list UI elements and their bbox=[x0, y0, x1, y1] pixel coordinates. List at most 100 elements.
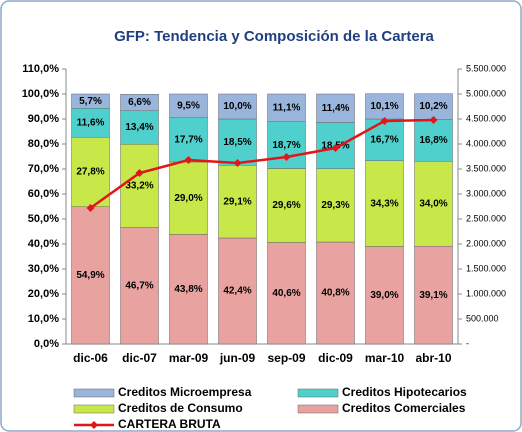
bar-segment bbox=[218, 165, 257, 239]
bar-segment bbox=[169, 234, 208, 345]
data-label: 34,0% bbox=[419, 198, 447, 209]
data-label: 39,1% bbox=[419, 290, 447, 301]
data-label: 29,0% bbox=[174, 193, 202, 204]
bar-segment bbox=[169, 161, 208, 235]
data-label: 46,7% bbox=[125, 280, 153, 291]
line-marker bbox=[380, 117, 389, 125]
y2-tick-label: 3.500.000 bbox=[466, 163, 506, 173]
y-tick-label: 90,0% bbox=[28, 113, 59, 125]
data-label: 18,7% bbox=[272, 140, 300, 151]
data-label: 10,2% bbox=[419, 101, 447, 112]
bar-segment bbox=[267, 168, 306, 243]
bar-segment bbox=[120, 227, 159, 345]
bar-segment bbox=[414, 93, 453, 120]
data-label: 11,4% bbox=[322, 103, 350, 114]
line-marker bbox=[282, 153, 291, 161]
data-label: 34,3% bbox=[370, 198, 398, 209]
y2-tick-label: 4.500.000 bbox=[466, 113, 506, 123]
legend-label: Creditos Microempresa bbox=[118, 385, 252, 399]
y-tick-label: 110,0% bbox=[22, 63, 59, 75]
y2-tick-label: - bbox=[466, 338, 469, 348]
x-tick-label: dic-07 bbox=[122, 351, 157, 365]
data-label: 6,6% bbox=[128, 97, 151, 108]
x-tick-label: mar-09 bbox=[169, 351, 209, 365]
bar-segment bbox=[414, 246, 453, 345]
bar-segment bbox=[120, 110, 159, 145]
y2-tick-label: 1.500.000 bbox=[466, 263, 506, 273]
bar-segment bbox=[218, 93, 257, 120]
legend-swatch bbox=[297, 404, 339, 414]
x-tick-label: mar-10 bbox=[365, 351, 405, 365]
data-label: 16,8% bbox=[419, 135, 447, 146]
line bbox=[89, 118, 434, 210]
y-tick-label: 100,0% bbox=[22, 88, 60, 100]
bar-segment bbox=[169, 117, 208, 163]
x-tick-label: dic-06 bbox=[73, 351, 108, 365]
bar-segment bbox=[316, 93, 355, 123]
data-label: 27,8% bbox=[76, 167, 104, 178]
bar-segment bbox=[120, 144, 159, 228]
data-label: 10,0% bbox=[223, 101, 251, 112]
y2-tick-label: 2.000.000 bbox=[466, 238, 506, 248]
line-marker bbox=[184, 156, 193, 164]
bar-segment bbox=[120, 94, 159, 111]
y2-tick-label: 1.000.000 bbox=[466, 288, 506, 298]
legend-label: Creditos de Consumo bbox=[118, 401, 243, 415]
data-label: 29,3% bbox=[321, 200, 349, 211]
x-tick-label: dic-09 bbox=[318, 351, 353, 365]
y-tick-label: 20,0% bbox=[28, 288, 59, 300]
data-label: 43,8% bbox=[174, 284, 202, 295]
bar-segment bbox=[365, 118, 404, 161]
y-tick-label: 80,0% bbox=[28, 138, 59, 150]
data-label: 5,7% bbox=[79, 96, 102, 107]
bar-segment bbox=[218, 118, 257, 166]
y-tick-label: 30,0% bbox=[28, 263, 59, 275]
line-marker bbox=[86, 204, 95, 212]
y-tick-label: 70,0% bbox=[28, 163, 59, 175]
data-label: 40,6% bbox=[272, 288, 300, 299]
y-tick-label: 50,0% bbox=[28, 213, 59, 225]
y2-tick-label: 5.000.000 bbox=[466, 88, 506, 98]
y-tick-label: 10,0% bbox=[28, 313, 59, 325]
legend-swatch bbox=[73, 388, 115, 398]
y-tick-label: 0,0% bbox=[34, 338, 59, 350]
data-label: 18,5% bbox=[223, 137, 251, 148]
bar-segment bbox=[316, 168, 355, 243]
bar-segment bbox=[365, 93, 404, 120]
bar-segment bbox=[169, 93, 208, 118]
data-label: 33,2% bbox=[125, 180, 153, 191]
legend-label: Creditos Comerciales bbox=[342, 401, 466, 415]
line-marker bbox=[331, 144, 340, 152]
bar-segment bbox=[267, 93, 306, 122]
bar-segment bbox=[71, 93, 110, 109]
bar-segment bbox=[365, 246, 404, 345]
y-tick-label: 40,0% bbox=[28, 238, 59, 250]
y2-tick-label: 4.000.000 bbox=[466, 138, 506, 148]
data-label: 40,8% bbox=[321, 288, 349, 299]
bar-segment bbox=[316, 241, 355, 345]
y2-tick-label: 3.000.000 bbox=[466, 188, 506, 198]
data-label: 29,1% bbox=[223, 196, 251, 207]
x-tick-label: jun-09 bbox=[219, 351, 256, 365]
y2-tick-label: 500.000 bbox=[466, 313, 499, 323]
line-marker bbox=[233, 159, 242, 167]
bar-segment bbox=[365, 160, 404, 247]
data-label: 17,7% bbox=[174, 135, 202, 146]
x-tick-label: abr-10 bbox=[415, 351, 451, 365]
legend-label: Creditos Hipotecarios bbox=[342, 385, 467, 399]
chart-title: GFP: Tendencia y Composición de la Carte… bbox=[114, 28, 434, 45]
data-label: 13,4% bbox=[125, 122, 153, 133]
legend-swatch bbox=[73, 404, 115, 414]
legend-label: CARTERA BRUTA bbox=[118, 417, 221, 431]
data-label: 9,5% bbox=[177, 101, 200, 112]
y2-tick-label: 2.500.000 bbox=[466, 213, 506, 223]
legend-swatch-marker bbox=[90, 421, 98, 429]
data-label: 11,1% bbox=[273, 103, 301, 114]
bar-segment bbox=[267, 242, 306, 345]
data-label: 39,0% bbox=[370, 290, 398, 301]
data-label: 16,7% bbox=[370, 135, 398, 146]
data-label: 11,6% bbox=[77, 117, 105, 128]
bar-segment bbox=[71, 206, 110, 345]
bar-segment bbox=[414, 161, 453, 247]
